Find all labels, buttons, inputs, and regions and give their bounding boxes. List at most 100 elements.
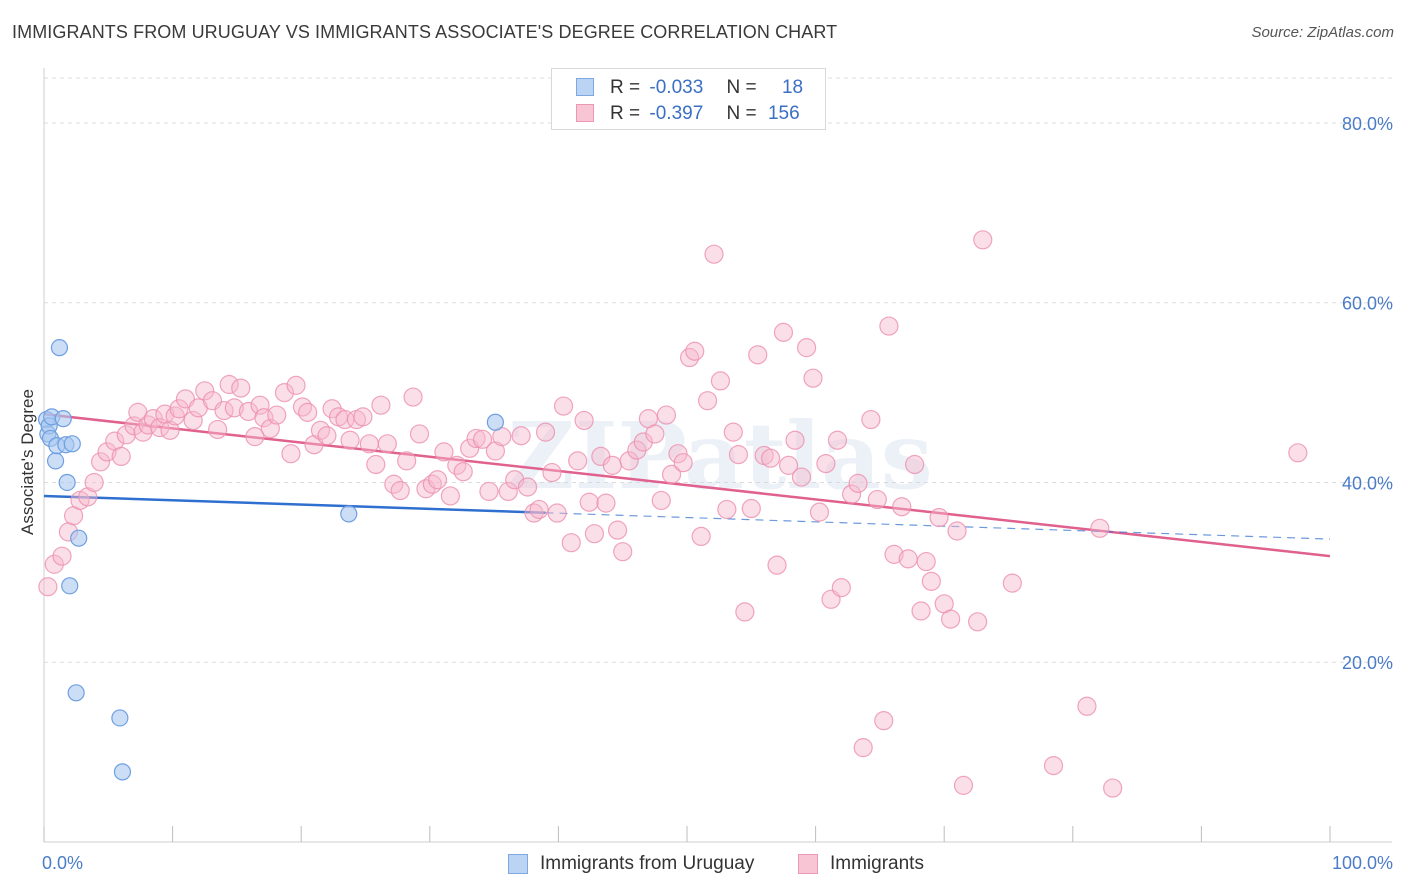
immigrants-point [498, 481, 518, 502]
y-tick-label: 20.0% [1342, 653, 1393, 673]
immigrants-point [613, 542, 633, 562]
immigrants-point [796, 338, 817, 358]
immigrants-point [183, 410, 203, 431]
axes [43, 68, 1392, 843]
immigrants-point [867, 489, 887, 510]
immigrants-point [90, 452, 111, 472]
immigrants-point [968, 612, 988, 632]
immigrants-point [911, 601, 931, 621]
immigrants-point [138, 415, 158, 435]
immigrants-point [827, 430, 848, 450]
immigrants-point [542, 462, 562, 483]
immigrants-point [1002, 573, 1022, 593]
immigrants-point [529, 499, 549, 520]
immigrants-point [929, 507, 949, 528]
uruguay-point [113, 763, 132, 781]
immigrants-point [809, 502, 830, 522]
immigrants-point [111, 446, 131, 467]
immigrants-point [479, 481, 499, 502]
immigrants-point [778, 455, 799, 475]
legend-swatch-blue [508, 854, 528, 874]
uruguay-point [63, 435, 81, 453]
immigrants-point [574, 410, 594, 431]
immigrants-point [748, 345, 768, 365]
immigrants-point [547, 503, 567, 523]
immigrants-point [359, 434, 379, 454]
immigrants-point [517, 477, 538, 497]
immigrants-point [208, 419, 228, 440]
uruguay-points [37, 339, 504, 781]
r-label: R = [610, 103, 641, 124]
immigrants-point [717, 499, 737, 520]
immigrants-point [535, 422, 556, 442]
legend-swatch-pink [576, 104, 594, 122]
r-value: -0.397 [649, 103, 704, 124]
immigrants-point [842, 484, 862, 504]
immigrants-point [691, 526, 711, 547]
immigrants-point [879, 316, 899, 336]
uruguay-point [486, 413, 504, 431]
x-tick-labels: 0.0% 100.0% [42, 853, 1393, 873]
immigrants-point [941, 609, 961, 629]
immigrants-point [785, 430, 805, 450]
immigrants-point [427, 470, 448, 490]
immigrants-point [602, 455, 623, 475]
immigrants-point [466, 428, 486, 449]
immigrants-point [661, 464, 682, 484]
uruguay-point [61, 577, 79, 595]
immigrants-point [673, 453, 693, 473]
uruguay-point [58, 473, 76, 492]
immigrants-point [524, 503, 544, 523]
immigrants-point [453, 462, 473, 482]
immigrants-point [472, 429, 493, 449]
immigrants-point [250, 395, 270, 415]
immigrants-point [898, 549, 918, 569]
legend-swatch-blue [576, 78, 594, 96]
immigrants-point [78, 487, 98, 507]
immigrants-point [861, 409, 881, 430]
immigrants-point [169, 399, 189, 419]
immigrants-point [848, 473, 868, 493]
immigrants-point [831, 578, 851, 598]
immigrants-point [704, 244, 724, 264]
chart-title: IMMIGRANTS FROM URUGUAY VS IMMIGRANTS AS… [12, 22, 838, 42]
immigrants-point [685, 341, 705, 361]
x-tick-label: 0.0% [42, 853, 83, 873]
immigrants-point [434, 442, 454, 462]
n-label: N = [726, 77, 757, 98]
immigrants-point [245, 427, 265, 447]
uruguay-point [54, 410, 72, 428]
immigrants-point [219, 374, 239, 395]
immigrants-point [579, 492, 599, 512]
immigrants-point [1043, 755, 1064, 776]
immigrants-point [1103, 778, 1123, 798]
immigrants-point [884, 544, 904, 564]
immigrants-point [773, 322, 794, 342]
immigrants-point [710, 371, 731, 391]
immigrants-point [44, 554, 64, 574]
y-tick-label: 80.0% [1342, 114, 1393, 134]
immigrants-point [668, 444, 688, 464]
immigrants-point [656, 405, 677, 425]
uruguay-point [70, 529, 88, 547]
immigrants-point [390, 480, 410, 501]
immigrants-point [584, 524, 605, 544]
uruguay-point [111, 709, 129, 727]
immigrants-point [371, 395, 391, 415]
uruguay-trend-line [43, 494, 546, 515]
immigrants-point [409, 424, 430, 444]
immigrants-point [568, 451, 588, 471]
y-tick-labels: 20.0% 40.0% 60.0% 80.0% [1342, 114, 1393, 673]
immigrants-point [816, 453, 836, 474]
immigrants-point [741, 498, 761, 519]
immigrants-point [892, 497, 912, 517]
y-tick-label: 40.0% [1342, 473, 1393, 493]
immigrants-point [953, 775, 974, 795]
immigrants-point [651, 490, 671, 511]
immigrants-point [561, 533, 581, 553]
immigrants-trend-line [43, 412, 1331, 558]
immigrants-point [195, 381, 215, 401]
immigrants-point [511, 426, 531, 446]
immigrants-point [1077, 696, 1097, 716]
